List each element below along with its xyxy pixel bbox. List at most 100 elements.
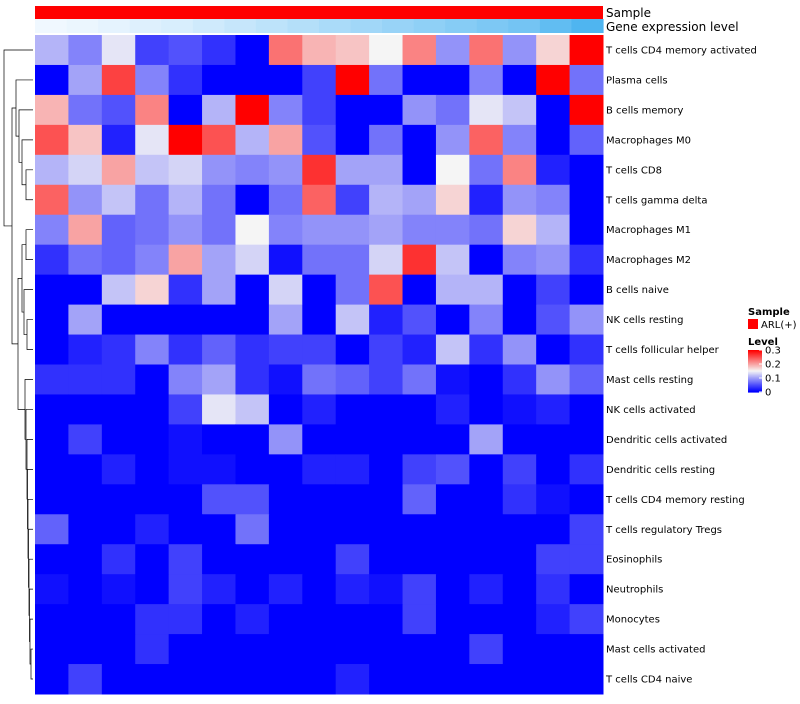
heatmap-cell	[569, 604, 604, 635]
heatmap-cell	[202, 94, 236, 126]
heatmap-cell	[168, 274, 203, 306]
heatmap-cell	[302, 35, 337, 66]
heatmap-cell	[335, 35, 370, 66]
heatmap-cell	[569, 634, 604, 665]
heatmap-cell	[302, 244, 337, 276]
heatmap-cell	[369, 64, 404, 96]
heatmap-cell	[502, 364, 537, 395]
heatmap-cell	[435, 514, 470, 545]
heatmap-cell	[469, 274, 504, 306]
heatmap-cell	[35, 514, 69, 545]
heatmap-cell	[435, 304, 470, 336]
legend-bar-segment	[748, 378, 762, 380]
row-label: Plasma cells	[606, 75, 668, 86]
heatmap-cell	[335, 634, 370, 665]
heatmap-cell	[235, 634, 270, 665]
heatmap-cell	[502, 184, 537, 216]
heatmap-cell	[502, 334, 537, 365]
heatmap-cell	[335, 514, 370, 545]
heatmap-cell	[402, 184, 437, 216]
heatmap-cell	[302, 454, 337, 485]
row-label: Dendritic cells activated	[606, 435, 727, 446]
heatmap-cell	[68, 484, 103, 515]
heatmap-cell	[68, 574, 103, 605]
legend-tick-label: 0	[765, 388, 771, 399]
heatmap-cell	[402, 664, 437, 695]
heatmap-cell	[469, 124, 504, 156]
heatmap-cell	[202, 634, 236, 665]
legend-bar-segment	[748, 379, 762, 382]
legend-bar-segment	[748, 350, 762, 352]
heatmap-cell	[68, 35, 103, 66]
legend-bar-segment	[748, 368, 762, 371]
gene-expression-track-cell	[255, 19, 289, 33]
heatmap-cell	[335, 64, 370, 96]
heatmap-cell	[302, 394, 337, 425]
heatmap-cell	[268, 334, 303, 365]
heatmap-cell	[402, 394, 437, 425]
legend-bar-segment	[748, 383, 762, 386]
heatmap-cell	[168, 214, 203, 246]
heatmap-cell	[402, 544, 437, 575]
dendrogram-branch	[30, 648, 33, 680]
heatmap-cell	[302, 544, 337, 575]
heatmap-cell	[369, 124, 404, 156]
heatmap-cell	[569, 124, 604, 156]
dendrogram-branch	[25, 169, 33, 201]
heatmap-cell	[202, 364, 236, 395]
legend-tick-label: 0.1	[765, 374, 781, 385]
heatmap-cell	[302, 214, 337, 246]
row-label: T cells CD4 memory resting	[605, 495, 745, 506]
heatmap-cell	[268, 64, 303, 96]
heatmap-cell	[202, 604, 236, 635]
heatmap-cell	[502, 64, 537, 96]
heatmap-cell	[302, 484, 337, 515]
heatmap-cell	[536, 364, 571, 395]
heatmap-cell	[302, 574, 337, 605]
heatmap-cell	[268, 574, 303, 605]
heatmap-cell	[369, 634, 404, 665]
legend-bar-segment	[748, 364, 762, 367]
heatmap-cell	[536, 664, 571, 695]
gene-expression-track-label: Gene expression level	[606, 20, 739, 34]
heatmap-cell	[202, 304, 236, 336]
heatmap-cell	[168, 664, 203, 695]
gene-expression-track-cell	[571, 19, 604, 33]
heatmap-cell	[135, 664, 170, 695]
row-label: Dendritic cells resting	[606, 465, 715, 476]
heatmap-cell	[101, 64, 136, 96]
legend-bar-segment	[748, 381, 762, 384]
heatmap-cell	[268, 304, 303, 336]
heatmap-cell	[502, 124, 537, 156]
heatmap-cell	[536, 214, 571, 246]
heatmap-cell	[101, 424, 136, 455]
heatmap-cell	[536, 154, 571, 186]
heatmap-cell	[469, 514, 504, 545]
heatmap-cell	[435, 184, 470, 216]
heatmap-cell	[101, 124, 136, 156]
heatmap-cell	[536, 274, 571, 306]
heatmap-cell	[68, 664, 103, 695]
heatmap-cell	[402, 154, 437, 186]
heatmap-cell	[536, 334, 571, 365]
heatmap-cell	[302, 64, 337, 96]
heatmap-cell	[35, 334, 69, 365]
heatmap-cell	[469, 304, 504, 336]
heatmap-cell	[202, 424, 236, 455]
heatmap-cell	[302, 304, 337, 336]
heatmap-cell	[135, 574, 170, 605]
heatmap-cell	[235, 154, 270, 186]
heatmap-cell	[202, 334, 236, 365]
legend-bar-segment	[748, 375, 762, 377]
legend-bar-segment	[748, 365, 762, 368]
heatmap-cell	[68, 634, 103, 665]
heatmap-cell	[369, 35, 404, 66]
heatmap-cell	[402, 94, 437, 126]
heatmap-cell	[502, 35, 537, 66]
heatmap-cell	[335, 544, 370, 575]
heatmap-cell	[369, 484, 404, 515]
heatmap-cell	[569, 544, 604, 575]
heatmap-cell	[135, 154, 170, 186]
